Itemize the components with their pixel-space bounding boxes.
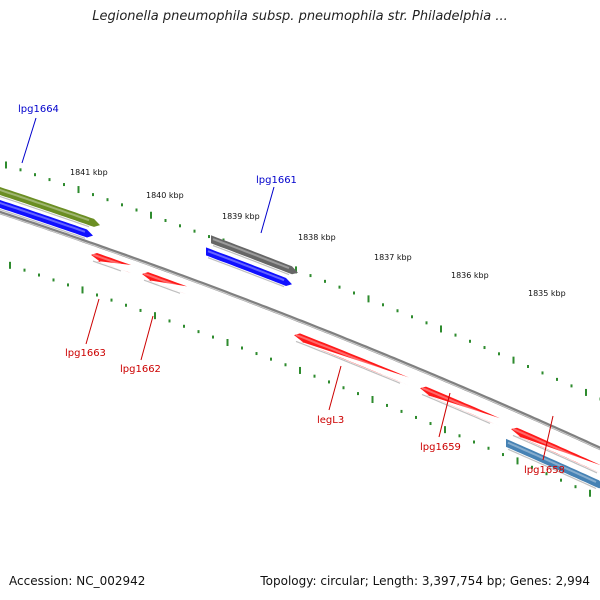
gene-arrow-steelblue-shadow <box>507 448 597 490</box>
gene-arrow-red-1662 <box>142 272 187 295</box>
gene-arrow-olive-highlight <box>0 188 90 222</box>
kbp-marker-label: 1840 kbp <box>146 191 184 200</box>
kbp-marker-label: 1841 kbp <box>70 168 108 177</box>
gene-arrow-blue-mid-highlight <box>207 250 285 282</box>
gene-arrow-blue-mid-shadow <box>207 257 285 288</box>
backbone-line <box>0 210 600 451</box>
kbp-marker-label: 1838 kbp <box>298 233 336 242</box>
gene-arrow-gray-shadow <box>212 245 290 276</box>
leader-line-lpg1658 <box>542 415 554 461</box>
gene-arrow-red-1659 <box>420 386 500 427</box>
leader-line-lpg1659 <box>438 392 451 438</box>
kbp-marker-label: 1836 kbp <box>451 271 489 280</box>
gene-label-lpg1662[interactable]: lpg1662 <box>120 364 161 375</box>
gene-arrow-red-1658-highlight <box>512 427 598 468</box>
gene-arrow-steelblue-highlight <box>507 441 597 483</box>
kbp-marker-label: 1839 kbp <box>222 212 260 221</box>
gene-arrow-blue-left-highlight <box>0 201 86 233</box>
gene-arrow-red-1662-shadow <box>143 279 181 294</box>
leader-line-legL3 <box>328 365 342 411</box>
gene-arrow-red-1662-highlight <box>143 272 181 288</box>
gene-arrow-gray-highlight <box>212 238 290 270</box>
gene-arrow-red-legL3-highlight <box>295 333 401 378</box>
kbp-marker-label: 1835 kbp <box>528 289 566 298</box>
gene-arrow-red-1663-highlight <box>92 253 122 266</box>
leader-line-lpg1664 <box>21 117 37 164</box>
gene-arrow-red-1659-shadow <box>421 393 491 424</box>
leader-line-lpg1662 <box>140 315 154 361</box>
accession-text: Accession: NC_002942 <box>9 574 146 588</box>
gene-label-lpg1658[interactable]: lpg1658 <box>524 465 565 476</box>
leader-line-lpg1663 <box>85 298 100 345</box>
gene-label-lpg1659[interactable]: lpg1659 <box>420 442 461 453</box>
gene-label-lpg1661[interactable]: lpg1661 <box>256 175 297 186</box>
topology-summary: Topology: circular; Length: 3,397,754 bp… <box>260 574 590 588</box>
gene-label-lpg1663[interactable]: lpg1663 <box>65 348 106 359</box>
kbp-marker-label: 1837 kbp <box>374 253 412 262</box>
gene-arrow-red-1658-shadow <box>512 434 598 474</box>
gene-arrow-red-1663 <box>91 253 131 273</box>
gene-arrow-olive-shadow <box>0 195 90 228</box>
backbone-highlight <box>0 212 600 450</box>
gene-arrow-red-1659-highlight <box>421 387 491 418</box>
gene-arrow-blue-left <box>0 200 93 238</box>
gene-arrow-red-1658 <box>511 427 600 473</box>
gene-arrow-gray <box>211 235 298 275</box>
gene-arrow-red-1663-shadow <box>92 260 122 272</box>
gene-arrow-steelblue <box>506 438 600 489</box>
gene-arrow-olive <box>0 187 100 227</box>
leader-line-lpg1661 <box>260 186 275 234</box>
gene-arrow-red-legL3-shadow <box>295 340 401 384</box>
map-title: Legionella pneumophila subsp. pneumophil… <box>92 9 508 24</box>
gene-label-lpg1664[interactable]: lpg1664 <box>18 104 59 115</box>
gene-arrow-blue-mid <box>206 247 292 286</box>
gene-label-legL3[interactable]: legL3 <box>317 415 344 426</box>
gene-arrow-red-legL3 <box>294 333 409 386</box>
gene-arrow-blue-left-shadow <box>0 208 86 239</box>
